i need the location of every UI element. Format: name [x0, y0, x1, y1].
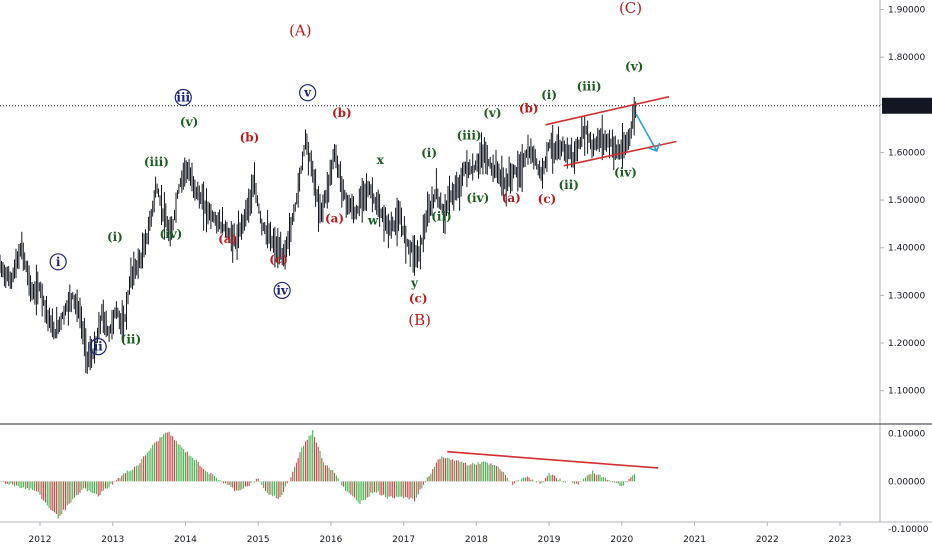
- wave-label: (c): [269, 252, 288, 266]
- wave-label: (iii): [577, 80, 602, 94]
- price-tick-label: 1.40000: [888, 244, 925, 254]
- time-tick-label: 2016: [319, 535, 342, 545]
- wave-label: (c): [409, 292, 428, 306]
- oscillator-tick-label: -0.10000: [888, 525, 929, 535]
- time-tick-label: 2017: [392, 535, 415, 545]
- wave-label-circle: [273, 281, 291, 300]
- down-arrow: [635, 113, 658, 152]
- wave-label: (v): [625, 60, 643, 74]
- price-tick-label: 1.30000: [888, 291, 925, 301]
- wave-label: (v): [180, 115, 198, 129]
- time-tick-label: 2020: [610, 535, 633, 545]
- wave-label: i: [56, 255, 61, 269]
- price-tick-label: 1.10000: [888, 387, 925, 397]
- down-arrow-head: [648, 142, 661, 153]
- wave-label: (a): [218, 232, 237, 246]
- wave-label: (iii): [457, 129, 482, 143]
- oscillator-tick-label: 0.00000: [888, 477, 925, 487]
- wave-label: (b): [332, 106, 352, 120]
- wave-label: (b): [519, 101, 539, 115]
- time-tick-label: 2014: [174, 535, 197, 545]
- wave-label: (iv): [466, 191, 489, 205]
- wave-label-circle: [89, 338, 107, 356]
- wave-label: x: [377, 153, 385, 167]
- wave-label: (C): [619, 0, 642, 17]
- channel-trendline: [563, 140, 677, 167]
- time-tick-label: 2023: [829, 535, 852, 545]
- wave-label-circle: [49, 253, 67, 271]
- wave-label: (B): [408, 311, 431, 329]
- wave-label: (a): [325, 211, 344, 225]
- oscillator-tick-label: 0.10000: [888, 430, 925, 440]
- last-price-tag: [882, 97, 932, 114]
- oscillator-trendline: [447, 450, 659, 469]
- price-tick-label: 1.90000: [888, 6, 925, 16]
- wave-label: (A): [289, 22, 312, 40]
- time-tick-label: 2012: [29, 535, 52, 545]
- wave-label: (c): [538, 192, 557, 206]
- wave-label: (i): [107, 230, 123, 244]
- wave-label: (b): [240, 130, 260, 144]
- wave-label: (ii): [121, 332, 141, 346]
- price-tick-label: 1.80000: [888, 53, 925, 63]
- time-tick-label: 2022: [756, 535, 779, 545]
- last-price-label: 1.69801: [886, 102, 927, 112]
- time-tick-label: 2018: [465, 535, 488, 545]
- wave-label: ii: [94, 340, 104, 354]
- wave-label-circle: [299, 84, 317, 102]
- wave-label: (ii): [431, 210, 451, 224]
- price-tick-label: 1.60000: [888, 148, 925, 158]
- time-tick-label: 2019: [538, 535, 561, 545]
- wave-label: (i): [541, 88, 557, 102]
- wave-label: iii: [176, 90, 190, 104]
- overlays: (A)(B)(C)iiiiiiivv(i)(ii)(iii)(iv)(v)(a)…: [0, 0, 880, 469]
- price-tick-label: 1.50000: [888, 196, 925, 206]
- channel-trendline: [545, 95, 670, 126]
- time-tick-label: 2021: [683, 535, 706, 545]
- wave-label: (iv): [159, 227, 182, 241]
- wave-label: iv: [276, 283, 289, 297]
- wave-label: y: [410, 276, 419, 290]
- wave-label: (iii): [144, 155, 169, 169]
- wave-label: (ii): [558, 178, 578, 192]
- price-pane: [0, 97, 637, 374]
- wave-label: v: [303, 86, 312, 100]
- wave-label-circle: [174, 88, 192, 107]
- wave-label: (v): [483, 106, 501, 120]
- wave-label: (i): [421, 146, 437, 160]
- time-tick-label: 2013: [101, 535, 124, 545]
- time-tick-label: 2015: [247, 535, 270, 545]
- wave-label: w: [367, 213, 379, 227]
- oscillator-pane: [0, 430, 636, 519]
- wave-label: (iv): [614, 165, 637, 179]
- wave-label: (a): [502, 191, 521, 205]
- price-tick-label: 1.20000: [888, 339, 925, 349]
